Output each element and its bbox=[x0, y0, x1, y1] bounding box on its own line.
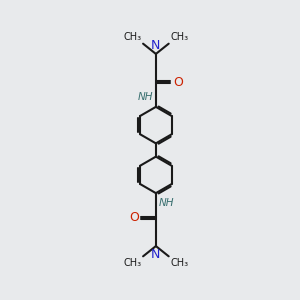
Text: CH₃: CH₃ bbox=[124, 258, 142, 268]
Text: N: N bbox=[151, 39, 160, 52]
Text: O: O bbox=[173, 76, 183, 89]
Text: N: N bbox=[151, 248, 160, 261]
Text: CH₃: CH₃ bbox=[124, 32, 142, 42]
Text: CH₃: CH₃ bbox=[170, 32, 188, 42]
Text: NH: NH bbox=[158, 197, 174, 208]
Text: NH: NH bbox=[138, 92, 154, 103]
Text: O: O bbox=[129, 211, 139, 224]
Text: CH₃: CH₃ bbox=[170, 258, 188, 268]
